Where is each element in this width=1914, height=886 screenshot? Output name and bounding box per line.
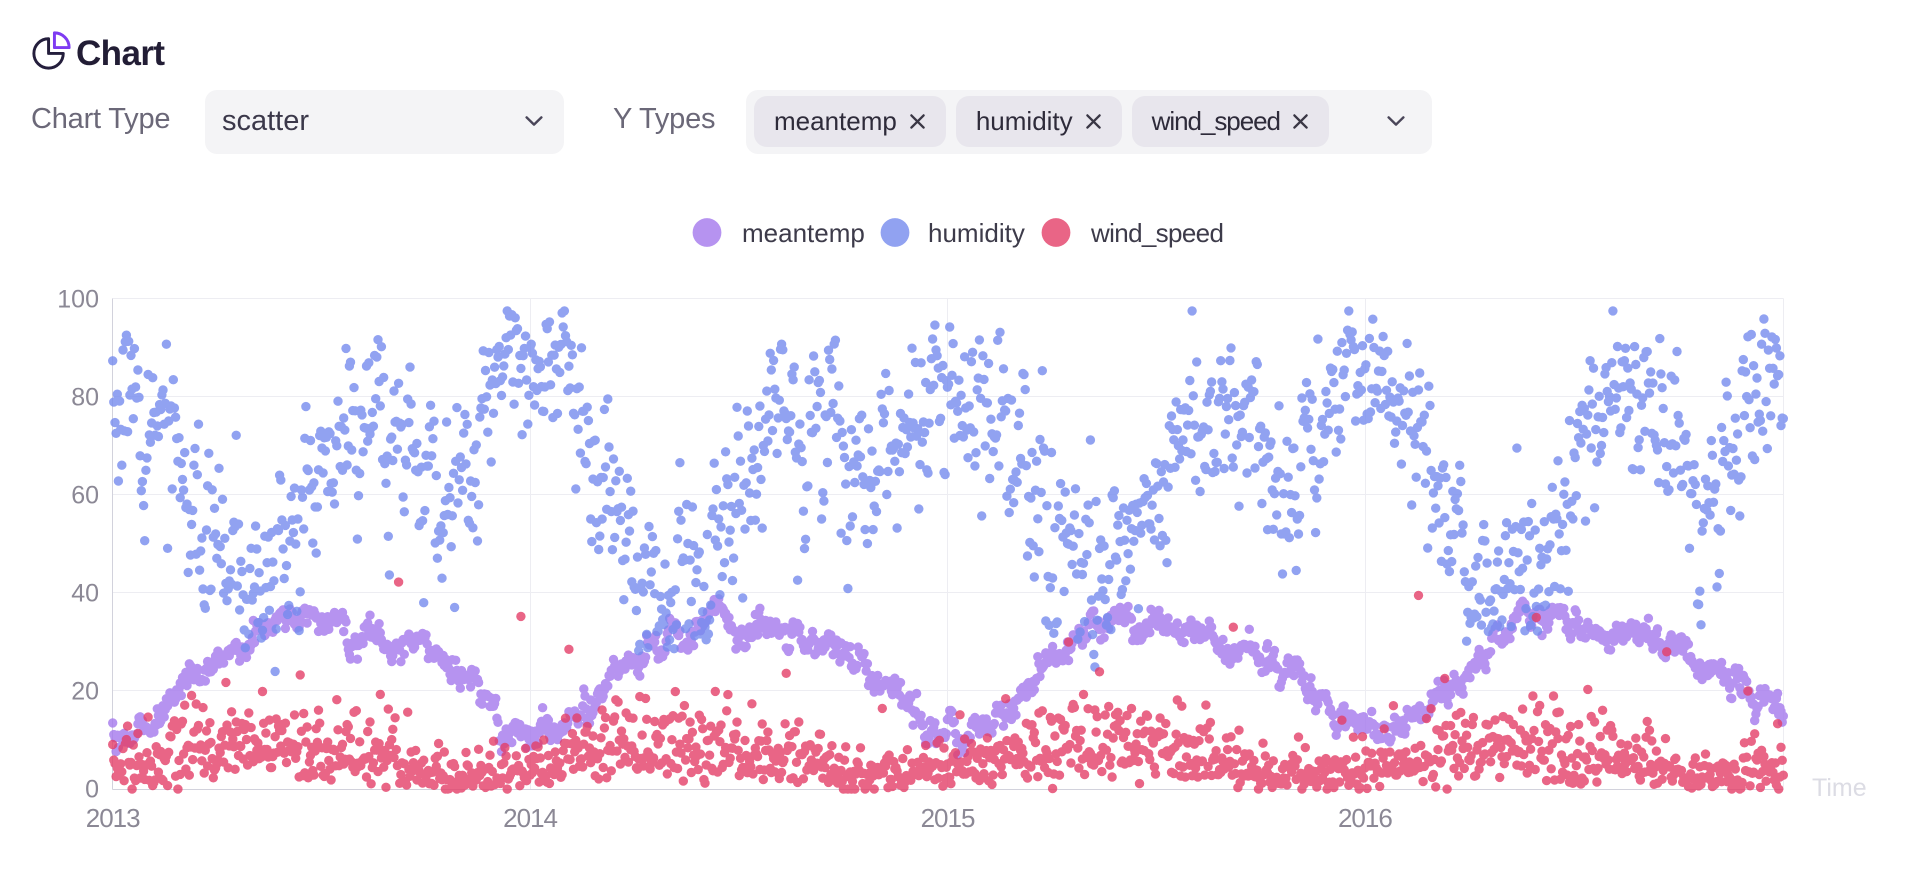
svg-text:Time: Time	[1812, 774, 1867, 802]
svg-text:2015: 2015	[921, 803, 975, 833]
svg-text:20: 20	[71, 678, 99, 706]
svg-text:40: 40	[71, 580, 99, 608]
svg-text:wind_speed: wind_speed	[1090, 218, 1223, 248]
svg-text:2016: 2016	[1338, 803, 1392, 833]
svg-text:100: 100	[57, 286, 99, 314]
svg-text:60: 60	[71, 482, 99, 510]
svg-text:2013: 2013	[86, 803, 140, 833]
svg-text:2014: 2014	[503, 803, 557, 833]
svg-text:humidity: humidity	[928, 218, 1025, 248]
svg-text:80: 80	[71, 384, 99, 412]
svg-text:0: 0	[85, 776, 99, 804]
svg-text:meantemp: meantemp	[742, 218, 865, 248]
